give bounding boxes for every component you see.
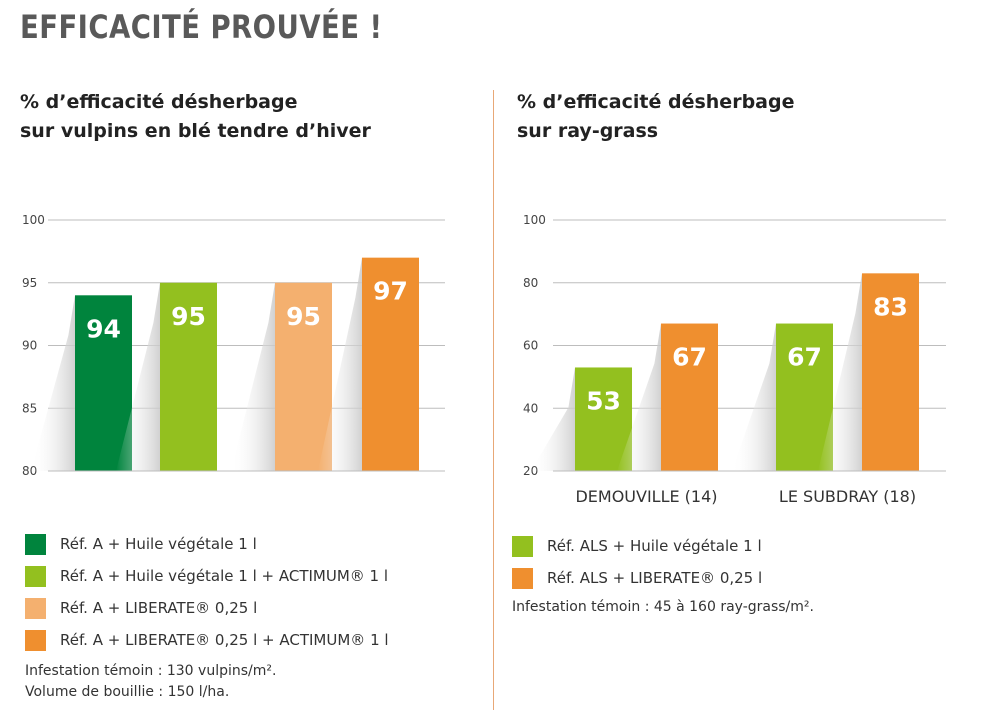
- bar-shadow: [617, 323, 661, 471]
- bar: [362, 257, 419, 471]
- left-chart-title: % d’efficacité désherbage sur vulpins en…: [20, 88, 371, 146]
- bar-value-label: 97: [373, 277, 408, 306]
- right-chart-title-line2: sur ray-grass: [517, 120, 659, 142]
- left-legend-item: Réf. A + LIBERATE® 0,25 l: [25, 595, 276, 627]
- y-tick-label: 95: [22, 276, 37, 290]
- bar: [75, 295, 132, 471]
- bar-value-label: 94: [86, 314, 121, 343]
- bar-shadow: [318, 257, 362, 471]
- legend-swatch: [512, 568, 533, 589]
- legend-swatch: [512, 536, 533, 557]
- legend-label: Réf. ALS + LIBERATE® 0,25 l: [547, 569, 763, 587]
- y-tick-label: 40: [523, 401, 538, 415]
- y-tick-label: 80: [523, 276, 538, 290]
- legend-label: Réf. ALS + Huile végétale 1 l: [547, 537, 762, 555]
- legend-swatch: [25, 566, 46, 587]
- right-chart-title-line1: % d’efficacité désherbage: [517, 91, 795, 113]
- bar: [862, 273, 919, 471]
- left-chart-title-line1: % d’efficacité désherbage: [20, 91, 298, 113]
- left-chart-title-line2: sur vulpins en blé tendre d’hiver: [20, 120, 371, 142]
- right-note: Infestation témoin : 45 à 160 ray-grass/…: [512, 597, 814, 618]
- left-legend: Réf. A + Huile végétale 1 l Réf. A + Hui…: [25, 531, 389, 703]
- x-category-label: LE SUBDRAY (18): [779, 487, 916, 506]
- bar-shadow: [31, 295, 75, 471]
- bar: [160, 282, 217, 471]
- bar: [776, 323, 833, 471]
- right-legend: Réf. ALS + Huile végétale 1 l Réf. ALS +…: [512, 533, 814, 618]
- bar-value-label: 67: [787, 343, 822, 372]
- y-tick-label: 100: [523, 213, 546, 227]
- y-tick-label: 90: [22, 339, 37, 353]
- bar: [275, 282, 332, 471]
- y-tick-label: 100: [22, 213, 45, 227]
- legend-swatch: [25, 630, 46, 651]
- bar-value-label: 83: [873, 292, 908, 321]
- left-legend-item: Réf. A + Huile végétale 1 l + ACTIMUM® 1…: [25, 563, 388, 595]
- bar: [575, 367, 632, 471]
- legend-label: Réf. A + Huile végétale 1 l + ACTIMUM® 1…: [60, 567, 389, 585]
- bar-value-label: 53: [586, 386, 621, 415]
- left-note: Infestation témoin : 130 vulpins/m². Vol…: [25, 661, 276, 703]
- right-legend-item: Réf. ALS + LIBERATE® 0,25 l: [512, 565, 814, 597]
- legend-swatch: [25, 598, 46, 619]
- left-legend-item: Réf. A + Huile végétale 1 l: [25, 531, 276, 563]
- page-title: EFFICACITÉ PROUVÉE !: [20, 8, 383, 46]
- left-note-line1: Infestation témoin : 130 vulpins/m².: [25, 663, 277, 679]
- right-legend-item: Réf. ALS + Huile végétale 1 l: [512, 533, 814, 565]
- legend-swatch: [25, 534, 46, 555]
- legend-label: Réf. A + LIBERATE® 0,25 l + ACTIMUM® 1 l: [60, 631, 389, 649]
- legend-label: Réf. A + LIBERATE® 0,25 l: [60, 599, 258, 617]
- left-legend-item: Réf. A + LIBERATE® 0,25 l + ACTIMUM® 1 l: [25, 627, 389, 659]
- bar-value-label: 95: [286, 302, 321, 331]
- x-category-label: DEMOUVILLE (14): [575, 487, 717, 506]
- bar-value-label: 67: [672, 343, 707, 372]
- bar-shadow: [818, 273, 862, 471]
- vertical-divider: [493, 90, 494, 710]
- bar-shadow: [732, 323, 776, 471]
- bar-value-label: 95: [171, 302, 206, 331]
- bar: [661, 323, 718, 471]
- right-chart-title: % d’efficacité désherbage sur ray-grass: [517, 88, 794, 146]
- bar-shadow: [116, 282, 160, 471]
- bar-shadow: [531, 367, 575, 471]
- legend-label: Réf. A + Huile végétale 1 l: [60, 535, 257, 553]
- y-tick-label: 85: [22, 401, 37, 415]
- left-note-line2: Volume de bouillie : 150 l/ha.: [25, 684, 230, 700]
- y-tick-label: 60: [523, 339, 538, 353]
- right-note-line1: Infestation témoin : 45 à 160 ray-grass/…: [512, 599, 814, 615]
- bar-shadow: [231, 282, 275, 471]
